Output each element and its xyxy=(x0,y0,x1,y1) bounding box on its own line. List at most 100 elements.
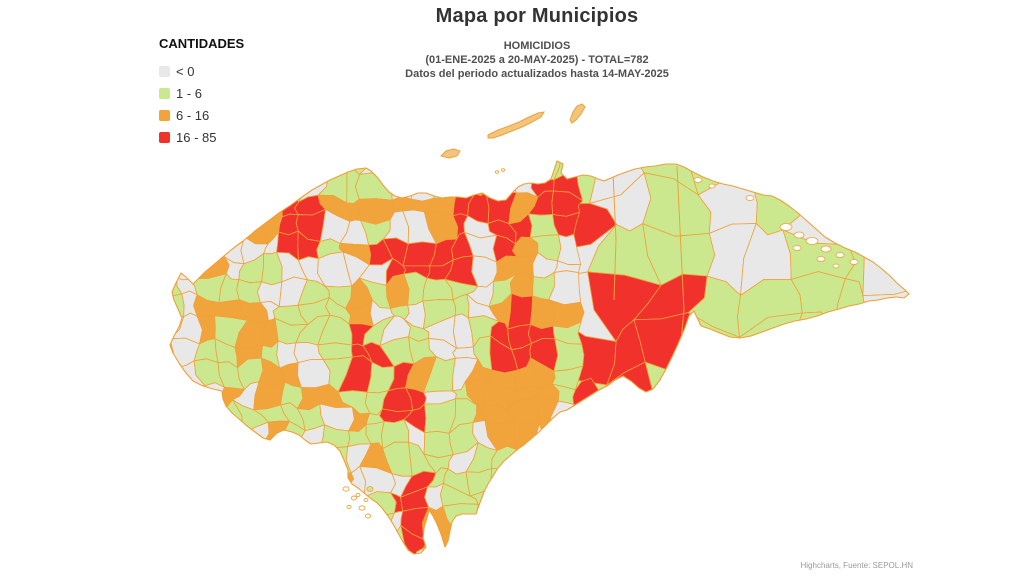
municipality[interactable] xyxy=(153,528,182,550)
municipality[interactable] xyxy=(241,545,272,576)
municipality[interactable] xyxy=(197,420,226,455)
municipality[interactable] xyxy=(216,471,249,493)
municipality[interactable] xyxy=(782,414,834,478)
municipality[interactable] xyxy=(644,361,711,428)
island-utila[interactable] xyxy=(440,148,461,159)
municipality[interactable] xyxy=(490,531,513,560)
municipality[interactable] xyxy=(255,465,288,495)
municipality[interactable] xyxy=(873,312,940,371)
municipality[interactable] xyxy=(422,531,457,555)
municipality[interactable] xyxy=(826,135,890,204)
municipality[interactable] xyxy=(789,311,842,386)
municipality[interactable] xyxy=(277,534,304,559)
municipality[interactable] xyxy=(297,534,325,559)
municipality[interactable] xyxy=(236,443,267,473)
municipality[interactable] xyxy=(219,424,244,452)
municipality[interactable] xyxy=(529,534,558,554)
municipality[interactable] xyxy=(150,462,183,495)
municipality[interactable] xyxy=(732,142,802,196)
municipality[interactable] xyxy=(317,548,351,576)
municipality[interactable] xyxy=(213,153,247,179)
municipality[interactable] xyxy=(556,548,583,576)
municipality[interactable] xyxy=(169,547,206,576)
municipality[interactable] xyxy=(507,293,534,330)
municipality[interactable] xyxy=(297,359,331,389)
municipality[interactable] xyxy=(297,507,325,540)
municipality[interactable] xyxy=(194,488,220,518)
municipality[interactable] xyxy=(557,415,592,456)
municipality[interactable] xyxy=(170,174,205,202)
municipality[interactable] xyxy=(529,508,558,540)
municipality[interactable] xyxy=(641,406,697,483)
municipality[interactable] xyxy=(319,505,346,536)
municipality[interactable] xyxy=(191,193,225,221)
municipality[interactable] xyxy=(546,487,579,516)
municipality[interactable] xyxy=(318,153,348,177)
municipality[interactable] xyxy=(299,161,330,181)
municipality[interactable] xyxy=(211,218,245,239)
municipality[interactable] xyxy=(832,320,881,375)
municipality[interactable] xyxy=(576,556,594,576)
municipality[interactable] xyxy=(267,550,282,576)
municipality[interactable] xyxy=(491,556,514,570)
municipality[interactable] xyxy=(239,153,264,181)
municipality[interactable] xyxy=(508,530,542,556)
municipality[interactable] xyxy=(170,231,206,266)
municipality[interactable] xyxy=(685,361,757,425)
municipality[interactable] xyxy=(171,385,206,409)
municipality[interactable] xyxy=(199,170,227,203)
municipality[interactable] xyxy=(213,544,245,573)
municipality[interactable] xyxy=(472,549,493,572)
municipality[interactable] xyxy=(755,361,801,425)
municipality[interactable] xyxy=(507,148,540,179)
municipality[interactable] xyxy=(151,293,185,318)
municipality[interactable] xyxy=(495,505,518,538)
municipality[interactable] xyxy=(242,465,267,496)
municipality[interactable] xyxy=(404,148,435,184)
municipality[interactable] xyxy=(279,471,305,497)
municipality[interactable] xyxy=(277,506,308,539)
municipality[interactable] xyxy=(548,441,581,469)
municipality[interactable] xyxy=(234,189,261,222)
municipality[interactable] xyxy=(239,528,269,553)
municipality[interactable] xyxy=(295,449,332,473)
municipality[interactable] xyxy=(344,548,369,576)
municipality[interactable] xyxy=(553,338,585,372)
municipality[interactable] xyxy=(152,545,174,576)
municipality[interactable] xyxy=(262,443,282,477)
municipality[interactable] xyxy=(469,155,492,176)
municipality[interactable] xyxy=(149,367,179,387)
municipality[interactable] xyxy=(172,528,196,559)
municipality[interactable] xyxy=(317,524,350,558)
municipality[interactable] xyxy=(253,175,285,191)
municipality[interactable] xyxy=(926,286,984,313)
municipality[interactable] xyxy=(158,231,179,266)
municipality[interactable] xyxy=(913,173,972,246)
municipality[interactable] xyxy=(555,536,579,557)
municipality[interactable] xyxy=(447,167,476,196)
municipality[interactable] xyxy=(787,138,849,196)
municipality[interactable] xyxy=(173,467,199,495)
municipality[interactable] xyxy=(239,175,259,198)
municipality[interactable] xyxy=(173,441,202,472)
municipality[interactable] xyxy=(299,467,332,495)
municipality[interactable] xyxy=(354,172,393,201)
credits-link[interactable]: Highcharts, Fuente: SEPOL.HN xyxy=(800,561,914,570)
municipality[interactable] xyxy=(158,485,183,508)
municipality[interactable] xyxy=(212,196,248,224)
municipality[interactable] xyxy=(278,447,301,478)
municipality[interactable] xyxy=(508,487,538,510)
municipality[interactable] xyxy=(585,415,656,481)
municipality[interactable] xyxy=(428,167,457,199)
municipality[interactable] xyxy=(342,520,365,558)
island-guanaja[interactable] xyxy=(569,103,586,124)
municipality[interactable] xyxy=(317,342,353,360)
municipality[interactable] xyxy=(547,423,579,451)
municipality[interactable] xyxy=(153,502,182,534)
municipality[interactable] xyxy=(870,148,935,204)
legend-item-16-85[interactable]: 16 - 85 xyxy=(159,126,244,148)
municipality[interactable] xyxy=(404,547,428,576)
municipality[interactable] xyxy=(863,400,933,479)
municipality[interactable] xyxy=(490,467,514,496)
